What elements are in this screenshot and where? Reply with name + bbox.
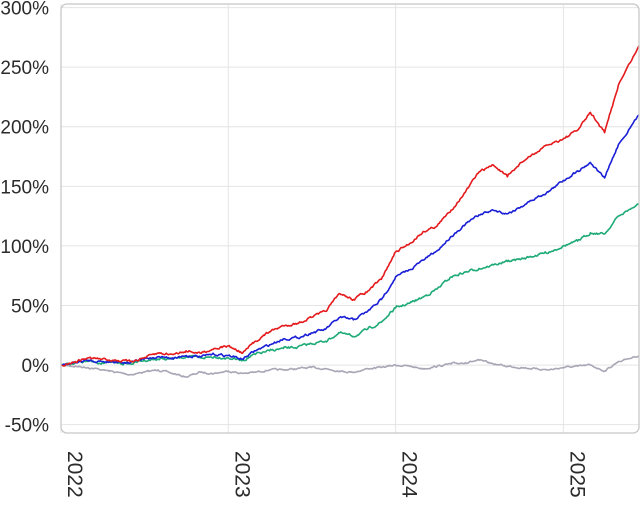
x-tick-label: 2022 <box>63 451 86 498</box>
y-tick-label: 200% <box>0 118 49 139</box>
y-tick-label: 150% <box>0 177 49 198</box>
y-axis-ticks: -50% 0% 50% 100% 150% 200% 250% 300% <box>0 0 49 437</box>
x-tick-label: 2023 <box>230 451 253 498</box>
grid-lines <box>60 4 639 433</box>
y-tick-label: 0% <box>22 356 50 377</box>
y-tick-label: -50% <box>5 416 49 437</box>
series-line-3 <box>60 354 640 378</box>
plot-frame <box>60 3 640 434</box>
y-tick-label: 50% <box>11 296 49 317</box>
y-tick-label: 250% <box>0 58 49 79</box>
x-tick-label: 2025 <box>565 451 588 498</box>
series-line-0 <box>60 45 640 367</box>
y-tick-label: 300% <box>0 0 49 20</box>
series-line-1 <box>60 114 640 366</box>
series-layer <box>60 45 640 378</box>
y-tick-label: 100% <box>0 237 49 258</box>
x-tick-label: 2024 <box>398 451 421 498</box>
x-axis-ticks: 2022 2023 2024 2025 <box>63 451 588 498</box>
series-line-2 <box>60 203 640 366</box>
